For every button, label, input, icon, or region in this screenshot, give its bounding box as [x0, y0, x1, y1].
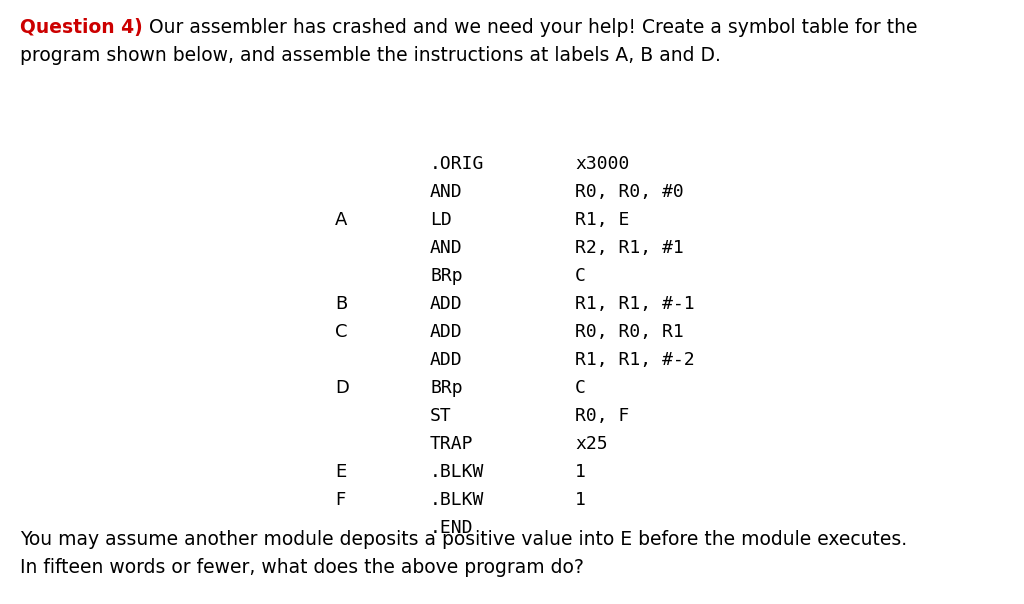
Text: 1: 1	[575, 463, 586, 481]
Text: You may assume another module deposits a positive value into E before the module: You may assume another module deposits a…	[20, 530, 907, 549]
Text: .BLKW: .BLKW	[430, 463, 484, 481]
Text: x3000: x3000	[575, 155, 630, 173]
Text: 1: 1	[575, 491, 586, 509]
Text: R0, R0, R1: R0, R0, R1	[575, 323, 684, 341]
Text: C: C	[575, 379, 586, 397]
Text: ST: ST	[430, 407, 452, 425]
Text: In fifteen words or fewer, what does the above program do?: In fifteen words or fewer, what does the…	[20, 558, 584, 577]
Text: ADD: ADD	[430, 295, 463, 313]
Text: TRAP: TRAP	[430, 435, 473, 453]
Text: R1, E: R1, E	[575, 211, 630, 229]
Text: R0, F: R0, F	[575, 407, 630, 425]
Text: F: F	[335, 491, 345, 509]
Text: BRp: BRp	[430, 379, 463, 397]
Text: Our assembler has crashed and we need your help! Create a symbol table for the: Our assembler has crashed and we need yo…	[142, 18, 918, 37]
Text: R0, R0, #0: R0, R0, #0	[575, 183, 684, 201]
Text: E: E	[335, 463, 346, 481]
Text: R2, R1, #1: R2, R1, #1	[575, 239, 684, 257]
Text: BRp: BRp	[430, 267, 463, 285]
Text: ADD: ADD	[430, 323, 463, 341]
Text: ADD: ADD	[430, 351, 463, 369]
Text: LD: LD	[430, 211, 452, 229]
Text: B: B	[335, 295, 347, 313]
Text: C: C	[575, 267, 586, 285]
Text: R1, R1, #-2: R1, R1, #-2	[575, 351, 694, 369]
Text: x25: x25	[575, 435, 607, 453]
Text: AND: AND	[430, 183, 463, 201]
Text: Question 4): Question 4)	[20, 18, 142, 37]
Text: A: A	[335, 211, 347, 229]
Text: program shown below, and assemble the instructions at labels A, B and D.: program shown below, and assemble the in…	[20, 46, 721, 65]
Text: AND: AND	[430, 239, 463, 257]
Text: C: C	[335, 323, 347, 341]
Text: .END: .END	[430, 519, 473, 537]
Text: .BLKW: .BLKW	[430, 491, 484, 509]
Text: .ORIG: .ORIG	[430, 155, 484, 173]
Text: D: D	[335, 379, 349, 397]
Text: R1, R1, #-1: R1, R1, #-1	[575, 295, 694, 313]
